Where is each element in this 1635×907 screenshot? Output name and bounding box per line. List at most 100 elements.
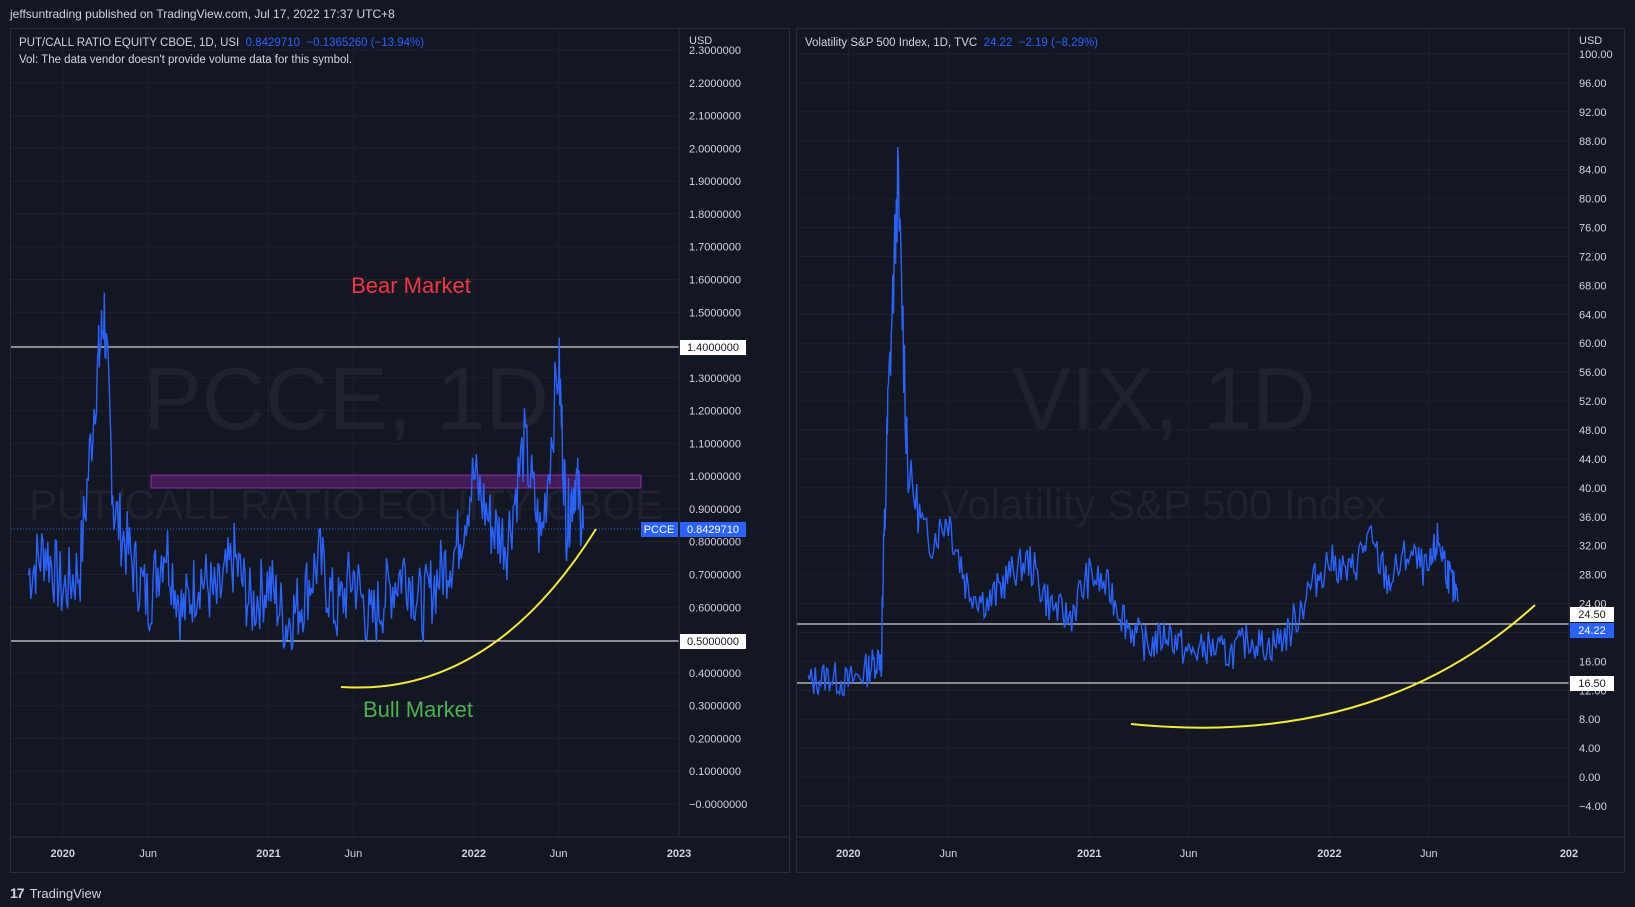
x-tick-label: 2020 [836,848,860,860]
y-tick-label: 1.1000000 [689,438,741,450]
y-tick-label: 32.00 [1579,541,1607,553]
y-tick-label: 76.00 [1579,223,1607,235]
y-tick-label: 80.00 [1579,194,1607,206]
pcce-chart-svg[interactable]: PCCE, 1D PUT/CALL RATIO EQUITY CBOE Bear… [11,29,789,872]
hline-label-16-5: 16.50 [1570,676,1614,691]
watermark-symbol: VIX, 1D [1012,349,1315,448]
legend-volume-note: Vol: The data vendor doesn't provide vol… [19,54,353,66]
vix-legend[interactable]: Volatility S&P 500 Index, 1D, TVC 24.22 … [805,35,1098,52]
legend-change: −0.1365260 (−13.94%) [306,37,425,49]
y-tick-label: 72.00 [1579,251,1607,263]
y-tick-label: 0.3000000 [689,701,741,713]
svg-text:24.22: 24.22 [1578,625,1606,637]
y-tick-label: 1.0000000 [689,471,741,483]
legend-title: PUT/CALL RATIO EQUITY CBOE, 1D, USI [19,37,240,49]
time-axis-ticks: 2020 Jun 2021 Jun 2022 Jun 202 [836,848,1578,860]
y-tick-label: 92.00 [1579,107,1607,119]
y-tick-label: 1.8000000 [689,209,741,221]
y-tick-label: 28.00 [1579,570,1607,582]
legend-value: 24.22 [983,37,1013,49]
price-axis-currency: USD [1579,35,1602,47]
svg-text:PCCE: PCCE [644,524,675,536]
bull-curve[interactable] [1130,604,1536,729]
x-tick-label: 2023 [667,848,691,860]
y-tick-label: 0.1000000 [689,766,741,778]
y-tick-label: 0.9000000 [689,504,741,516]
x-tick-label: Jun [1180,848,1198,860]
price-axis-currency: USD [689,35,712,47]
y-tick-label: 52.00 [1579,396,1607,408]
hline-label-0-5: 0.5000000 [680,634,746,649]
x-tick-label: 2022 [1317,848,1341,860]
y-tick-label: 64.00 [1579,309,1607,321]
tradingview-brand: TradingView [29,886,102,901]
svg-text:0.8429710: 0.8429710 [687,524,739,536]
x-tick-label: Jun [345,848,363,860]
y-tick-label: 2.1000000 [689,111,741,123]
y-tick-label: 48.00 [1579,425,1607,437]
bull-curve[interactable] [340,528,597,689]
y-tick-label: 88.00 [1579,136,1607,148]
legend-value: 0.8429710 [245,37,301,49]
legend-title: Volatility S&P 500 Index, 1D, TVC [805,37,978,49]
y-tick-label: 0.8000000 [689,537,741,549]
highlight-zone[interactable] [150,474,642,489]
chart-pane-pcce[interactable]: PCCE, 1D PUT/CALL RATIO EQUITY CBOE Bear… [10,28,790,873]
y-tick-label: 96.00 [1579,78,1607,90]
y-tick-label: 2.0000000 [689,143,741,155]
watermark-symbol: PCCE, 1D [143,349,549,448]
svg-text:1.4000000: 1.4000000 [687,342,739,354]
svg-text:16.50: 16.50 [1578,678,1606,690]
x-tick-label: 2022 [462,848,486,860]
x-tick-label: 2020 [50,848,74,860]
y-tick-label: 1.3000000 [689,373,741,385]
vix-chart-svg[interactable]: VIX, 1D Volatility S&P 500 Index USD 100… [797,29,1624,872]
watermark-name: PUT/CALL RATIO EQUITY CBOE [29,481,663,528]
x-tick-label: 2021 [1077,848,1101,860]
chart-pane-vix[interactable]: VIX, 1D Volatility S&P 500 Index USD 100… [796,28,1625,873]
y-tick-label: 1.6000000 [689,274,741,286]
y-tick-label: 68.00 [1579,280,1607,292]
y-tick-label: 2.3000000 [689,45,741,57]
pcce-legend[interactable]: PUT/CALL RATIO EQUITY CBOE, 1D, USI 0.84… [19,35,424,69]
x-tick-label: Jun [939,848,957,860]
hline-label-1-4: 1.4000000 [680,340,746,355]
y-tick-label: 44.00 [1579,454,1607,466]
svg-text:0.5000000: 0.5000000 [687,636,739,648]
time-axis-ticks: 2020 Jun 2021 Jun 2022 Jun 2023 [50,848,691,860]
y-tick-label: 100.00 [1579,49,1613,61]
x-tick-label: Jun [139,848,157,860]
y-tick-label: 0.4000000 [689,668,741,680]
publish-header: jeffsuntrading published on TradingView.… [0,0,1635,28]
vix-series-line [807,146,1459,697]
grid [797,29,1570,837]
y-tick-label: 56.00 [1579,367,1607,379]
y-tick-label: −4.00 [1579,801,1607,813]
y-tick-label: 0.7000000 [689,570,741,582]
y-tick-label: 1.9000000 [689,176,741,188]
y-tick-label: 0.6000000 [689,602,741,614]
tradingview-logo-icon: 17 [10,885,25,901]
x-tick-label: 2021 [256,848,280,860]
y-tick-label: 1.2000000 [689,406,741,418]
hline-label-24-5: 24.50 [1570,607,1614,622]
bear-market-label: Bear Market [351,273,471,298]
tradingview-footer[interactable]: 17 TradingView [0,880,1635,907]
x-tick-label: 202 [1560,848,1578,860]
y-tick-label: 0.2000000 [689,733,741,745]
y-tick-label: −0.0000000 [689,799,747,811]
publish-header-text: jeffsuntrading published on TradingView.… [10,7,395,21]
price-tag: 24.22 [1570,623,1614,638]
pcce-series-line [27,292,585,651]
price-axis-ticks: 2.3000000 2.2000000 2.1000000 2.0000000 1.90… [689,45,747,811]
watermark-name: Volatility S&P 500 Index [941,481,1386,528]
y-tick-label: 36.00 [1579,512,1607,524]
y-tick-label: 8.00 [1579,714,1600,726]
y-tick-label: 84.00 [1579,165,1607,177]
x-tick-label: Jun [550,848,568,860]
y-tick-label: 2.2000000 [689,78,741,90]
y-tick-label: 16.00 [1579,656,1607,668]
x-tick-label: Jun [1420,848,1438,860]
y-tick-label: 1.5000000 [689,307,741,319]
y-tick-label: 0.00 [1579,772,1600,784]
